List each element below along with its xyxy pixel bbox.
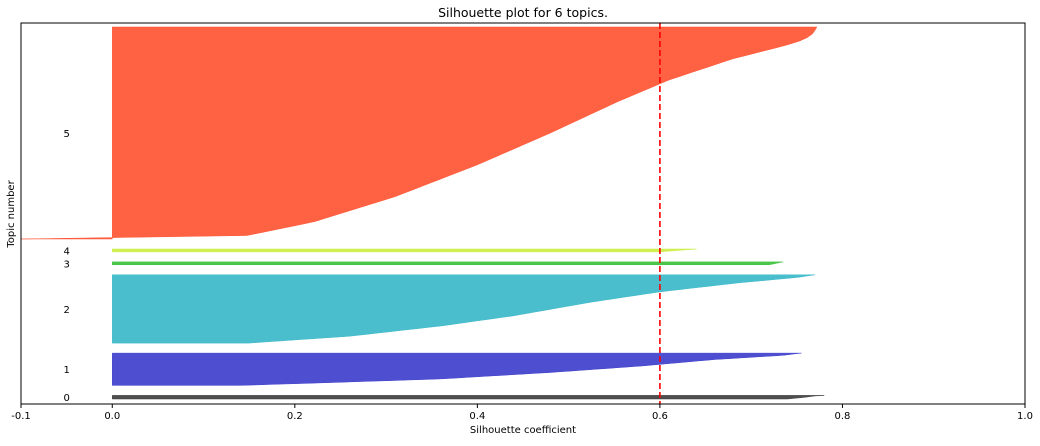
x-tick-label-4: 0.6	[652, 411, 668, 422]
silhouette-band-5	[20, 26, 818, 240]
x-tick-label-0: -0.1	[11, 411, 31, 422]
silhouette-band-1	[112, 352, 802, 386]
x-tick-label-5: 0.8	[835, 411, 851, 422]
cluster-label-5: 5	[63, 129, 69, 140]
x-axis-label: Silhouette coefficient	[470, 425, 576, 436]
chart-title: Silhouette plot for 6 topics.	[438, 5, 608, 20]
silhouette-band-0	[112, 395, 825, 400]
y-axis-label: Topic number	[6, 179, 17, 248]
plot-area: 0 1 2 3 4 5 -0.1 0.0 0.2 0.4 0.6 0.8 1.0	[11, 22, 1033, 422]
cluster-label-0: 0	[63, 393, 69, 404]
x-tick-label-1: 0.0	[104, 411, 120, 422]
x-tick-label-3: 0.4	[469, 411, 485, 422]
cluster-label-1: 1	[63, 365, 69, 376]
x-tick-label-2: 0.2	[287, 411, 303, 422]
silhouette-band-3	[112, 261, 784, 266]
silhouette-band-4	[112, 248, 697, 253]
cluster-label-4: 4	[63, 246, 69, 257]
silhouette-band-2	[112, 274, 816, 344]
cluster-label-3: 3	[63, 259, 69, 270]
x-tick-label-6: 1.0	[1017, 411, 1033, 422]
plot-frame	[20, 22, 1026, 405]
cluster-label-2: 2	[63, 305, 69, 316]
